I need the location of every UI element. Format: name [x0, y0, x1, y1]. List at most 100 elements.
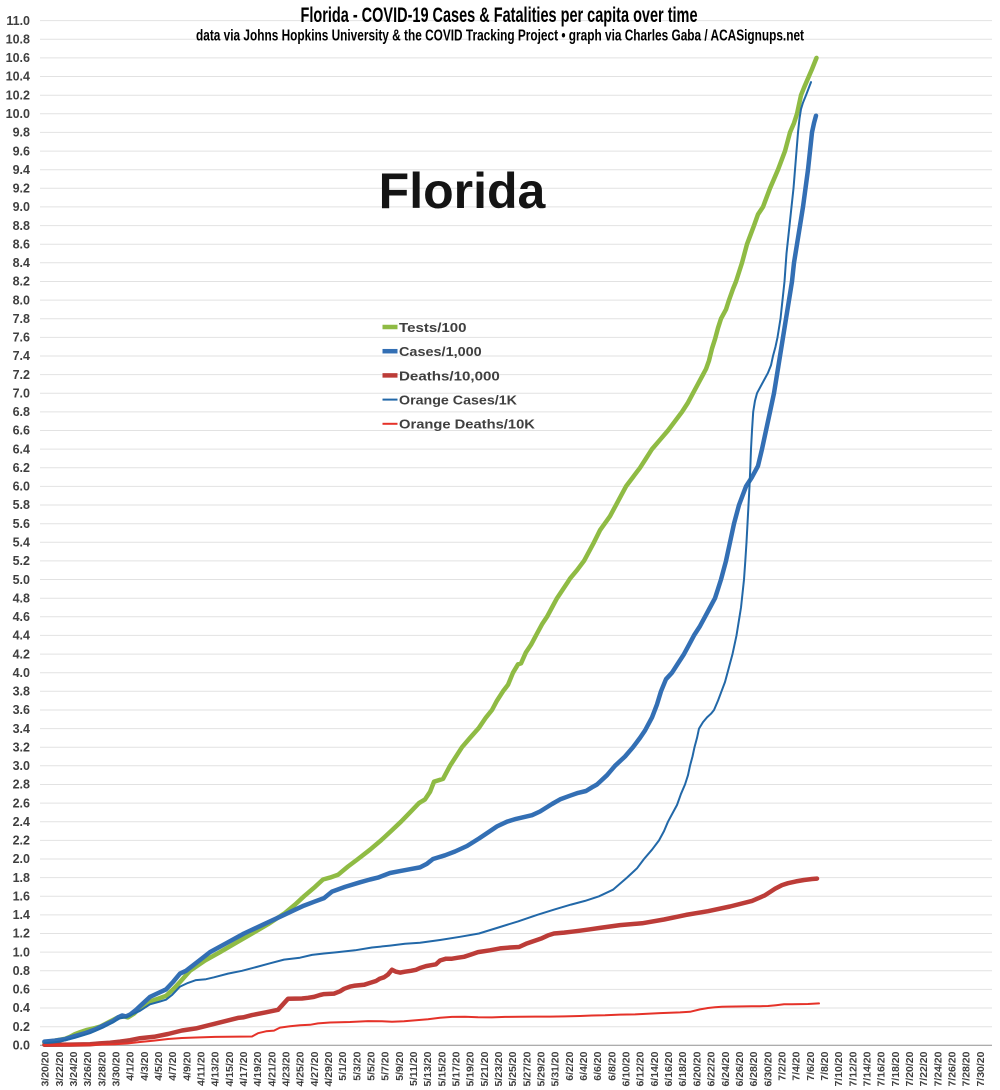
svg-text:1.8: 1.8: [13, 871, 30, 885]
svg-text:4.0: 4.0: [13, 666, 30, 680]
svg-text:5/25/20: 5/25/20: [507, 1051, 519, 1086]
svg-text:6/8/20: 6/8/20: [606, 1051, 618, 1080]
svg-text:3/26/20: 3/26/20: [82, 1051, 94, 1086]
svg-text:7/28/20: 7/28/20: [961, 1051, 973, 1086]
svg-text:6.4: 6.4: [13, 442, 30, 456]
svg-text:6.0: 6.0: [13, 480, 30, 494]
svg-text:5.6: 5.6: [13, 517, 30, 531]
svg-text:3.4: 3.4: [13, 722, 30, 736]
svg-text:6.2: 6.2: [13, 461, 30, 475]
svg-text:5/29/20: 5/29/20: [536, 1051, 548, 1086]
svg-text:5/23/20: 5/23/20: [493, 1051, 505, 1086]
svg-text:4.6: 4.6: [13, 610, 30, 624]
svg-text:5/5/20: 5/5/20: [366, 1051, 378, 1080]
svg-text:5/17/20: 5/17/20: [451, 1051, 463, 1086]
svg-text:6/2/20: 6/2/20: [564, 1051, 576, 1080]
svg-text:3/22/20: 3/22/20: [54, 1051, 66, 1086]
svg-text:6/22/20: 6/22/20: [706, 1051, 718, 1086]
svg-text:5/3/20: 5/3/20: [351, 1051, 363, 1080]
svg-text:3/24/20: 3/24/20: [68, 1051, 80, 1086]
svg-text:7/16/20: 7/16/20: [876, 1051, 888, 1086]
svg-text:5/27/20: 5/27/20: [521, 1051, 533, 1086]
svg-text:7/2/20: 7/2/20: [776, 1051, 788, 1080]
svg-text:8.0: 8.0: [13, 293, 30, 307]
svg-text:3.0: 3.0: [13, 759, 30, 773]
svg-text:10.0: 10.0: [6, 107, 30, 121]
svg-text:7/8/20: 7/8/20: [819, 1051, 831, 1080]
svg-text:7/18/20: 7/18/20: [890, 1051, 902, 1086]
svg-text:7/20/20: 7/20/20: [904, 1051, 916, 1086]
svg-text:6/6/20: 6/6/20: [592, 1051, 604, 1080]
svg-text:Cases/1,000: Cases/1,000: [399, 344, 482, 359]
svg-text:1.4: 1.4: [13, 908, 30, 922]
svg-text:7/4/20: 7/4/20: [791, 1051, 803, 1080]
svg-text:5/11/20: 5/11/20: [408, 1051, 420, 1086]
svg-text:2.4: 2.4: [13, 815, 30, 829]
svg-text:7.6: 7.6: [13, 331, 30, 345]
svg-text:6/18/20: 6/18/20: [677, 1051, 689, 1086]
svg-text:10.2: 10.2: [6, 88, 30, 102]
svg-text:6.6: 6.6: [13, 424, 30, 438]
svg-text:Tests/100: Tests/100: [399, 320, 467, 335]
svg-text:10.6: 10.6: [6, 51, 30, 65]
svg-text:7.8: 7.8: [13, 312, 30, 326]
svg-text:9.0: 9.0: [13, 200, 30, 214]
svg-text:4/5/20: 4/5/20: [153, 1051, 165, 1080]
svg-text:9.8: 9.8: [13, 126, 30, 140]
svg-text:7/10/20: 7/10/20: [833, 1051, 845, 1086]
svg-text:5.4: 5.4: [13, 536, 30, 550]
svg-text:5/31/20: 5/31/20: [550, 1051, 562, 1086]
svg-text:6/10/20: 6/10/20: [621, 1051, 633, 1086]
svg-text:4/11/20: 4/11/20: [196, 1051, 208, 1086]
svg-text:6/30/20: 6/30/20: [762, 1051, 774, 1086]
svg-text:Orange Cases/1K: Orange Cases/1K: [399, 393, 518, 408]
svg-text:5/19/20: 5/19/20: [465, 1051, 477, 1086]
svg-text:3.2: 3.2: [13, 740, 30, 754]
svg-text:9.6: 9.6: [13, 144, 30, 158]
svg-text:4/7/20: 4/7/20: [167, 1051, 179, 1080]
svg-text:5/7/20: 5/7/20: [380, 1051, 392, 1080]
svg-text:7.2: 7.2: [13, 368, 30, 382]
svg-text:3.8: 3.8: [13, 685, 30, 699]
svg-text:Deaths/10,000: Deaths/10,000: [399, 368, 500, 383]
svg-text:3.6: 3.6: [13, 703, 30, 717]
svg-text:4.4: 4.4: [13, 629, 30, 643]
svg-text:1.0: 1.0: [13, 945, 30, 959]
svg-text:7.4: 7.4: [13, 349, 30, 363]
svg-text:5/13/20: 5/13/20: [422, 1051, 434, 1086]
svg-text:data via Johns Hopkins Univers: data via Johns Hopkins University & the …: [196, 27, 804, 44]
svg-text:6/20/20: 6/20/20: [691, 1051, 703, 1086]
svg-text:0.6: 0.6: [13, 983, 30, 997]
svg-text:8.2: 8.2: [13, 275, 30, 289]
svg-text:5/1/20: 5/1/20: [337, 1051, 349, 1080]
svg-text:7/12/20: 7/12/20: [847, 1051, 859, 1086]
svg-text:7/26/20: 7/26/20: [947, 1051, 959, 1086]
svg-text:4/23/20: 4/23/20: [281, 1051, 293, 1086]
svg-text:4/15/20: 4/15/20: [224, 1051, 236, 1086]
svg-text:10.4: 10.4: [6, 70, 30, 84]
svg-text:0.8: 0.8: [13, 964, 30, 978]
svg-text:6/24/20: 6/24/20: [720, 1051, 732, 1086]
svg-text:2.0: 2.0: [13, 852, 30, 866]
svg-text:5/15/20: 5/15/20: [436, 1051, 448, 1086]
svg-text:0.2: 0.2: [13, 1020, 30, 1034]
svg-text:4/19/20: 4/19/20: [252, 1051, 264, 1086]
svg-text:7/22/20: 7/22/20: [918, 1051, 930, 1086]
svg-text:7/14/20: 7/14/20: [862, 1051, 874, 1086]
svg-text:9.2: 9.2: [13, 182, 30, 196]
svg-text:7/24/20: 7/24/20: [932, 1051, 944, 1086]
svg-text:5/9/20: 5/9/20: [394, 1051, 406, 1080]
svg-text:4/25/20: 4/25/20: [295, 1051, 307, 1086]
svg-text:4/21/20: 4/21/20: [266, 1051, 278, 1086]
svg-text:6/4/20: 6/4/20: [578, 1051, 590, 1080]
svg-text:7.0: 7.0: [13, 386, 30, 400]
svg-text:3/30/20: 3/30/20: [111, 1051, 123, 1086]
svg-text:8.8: 8.8: [13, 219, 30, 233]
svg-text:3/28/20: 3/28/20: [96, 1051, 108, 1086]
svg-text:4.2: 4.2: [13, 647, 30, 661]
svg-text:1.6: 1.6: [13, 890, 30, 904]
svg-text:2.6: 2.6: [13, 796, 30, 810]
svg-text:7/6/20: 7/6/20: [805, 1051, 817, 1080]
svg-text:8.6: 8.6: [13, 237, 30, 251]
svg-text:2.2: 2.2: [13, 834, 30, 848]
